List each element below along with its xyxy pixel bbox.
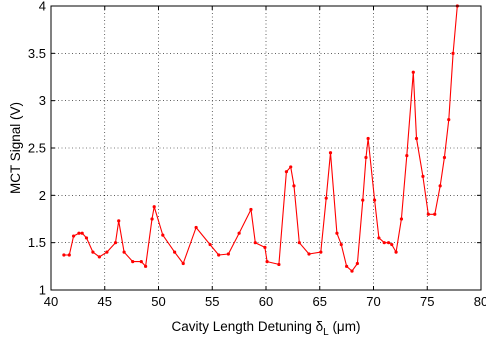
data-point xyxy=(72,234,75,237)
data-point xyxy=(340,243,343,246)
x-tick-label: 55 xyxy=(205,294,219,309)
data-point xyxy=(439,184,442,187)
data-point xyxy=(350,269,353,272)
y-tick-label: 1 xyxy=(39,283,46,298)
x-tick-label: 60 xyxy=(259,294,273,309)
data-point xyxy=(161,233,164,236)
data-point xyxy=(433,213,436,216)
y-tick-labels: 1 1.5 2 2.5 3 3.5 4 xyxy=(28,0,46,298)
y-tick-label: 4 xyxy=(39,0,46,14)
data-point xyxy=(131,260,134,263)
data-point xyxy=(249,208,252,211)
x-tick-label: 45 xyxy=(98,294,112,309)
data-point xyxy=(377,236,380,239)
data-point xyxy=(140,260,143,263)
data-point xyxy=(254,241,257,244)
x-tick-label: 70 xyxy=(366,294,380,309)
data-point xyxy=(345,265,348,268)
data-point xyxy=(150,217,153,220)
data-point xyxy=(182,262,185,265)
data-point xyxy=(123,251,126,254)
data-point xyxy=(447,118,450,121)
y-tick-label: 2.5 xyxy=(28,141,46,156)
data-point xyxy=(390,243,393,246)
data-point xyxy=(329,151,332,154)
data-point xyxy=(364,156,367,159)
data-point xyxy=(356,262,359,265)
data-point xyxy=(451,52,454,55)
x-axis-title-unit: (μm) xyxy=(329,319,361,334)
data-point xyxy=(427,213,430,216)
data-point xyxy=(68,253,71,256)
x-tick-label: 80 xyxy=(474,294,486,309)
y-tick-label: 3.5 xyxy=(28,46,46,61)
data-point xyxy=(325,197,328,200)
y-axis-title: MCT Signal (V) xyxy=(8,102,23,194)
x-tick-label: 50 xyxy=(151,294,165,309)
data-point xyxy=(173,251,176,254)
data-point xyxy=(319,251,322,254)
data-point xyxy=(292,184,295,187)
data-point xyxy=(421,175,424,178)
data-point xyxy=(412,71,415,74)
x-axis-title-main: Cavity Length Detuning δ xyxy=(172,319,324,334)
data-point xyxy=(400,217,403,220)
x-axis-title: Cavity Length Detuning δL (μm) xyxy=(172,319,361,338)
data-point xyxy=(117,219,120,222)
data-point xyxy=(383,241,386,244)
data-point xyxy=(77,232,80,235)
data-point xyxy=(367,137,370,140)
x-tick-labels: 404550556065707580 xyxy=(44,294,486,309)
y-tick-label: 2 xyxy=(39,188,46,203)
data-point xyxy=(238,232,241,235)
x-tick-label: 65 xyxy=(313,294,327,309)
data-point xyxy=(415,137,418,140)
data-point xyxy=(405,154,408,157)
data-point xyxy=(209,243,212,246)
data-point xyxy=(85,236,88,239)
y-tick-label: 3 xyxy=(39,93,46,108)
data-point xyxy=(227,252,230,255)
data-point xyxy=(98,255,101,258)
data-point xyxy=(91,251,94,254)
data-point xyxy=(285,170,288,173)
data-point xyxy=(263,246,266,249)
data-point xyxy=(277,263,280,266)
data-point xyxy=(361,198,364,201)
data-point xyxy=(217,253,220,256)
data-point xyxy=(62,253,65,256)
x-tick-label: 75 xyxy=(420,294,434,309)
data-point xyxy=(298,241,301,244)
data-point xyxy=(387,241,390,244)
y-tick-label: 1.5 xyxy=(28,235,46,250)
data-point xyxy=(335,232,338,235)
data-point xyxy=(144,265,147,268)
data-point xyxy=(265,260,268,263)
data-point xyxy=(105,251,108,254)
data-point xyxy=(153,205,156,208)
data-point xyxy=(81,232,84,235)
data-point xyxy=(114,241,117,244)
data-point xyxy=(289,165,292,168)
data-point xyxy=(373,198,376,201)
data-point xyxy=(443,156,446,159)
data-point xyxy=(195,226,198,229)
data-point xyxy=(394,251,397,254)
data-point xyxy=(307,252,310,255)
